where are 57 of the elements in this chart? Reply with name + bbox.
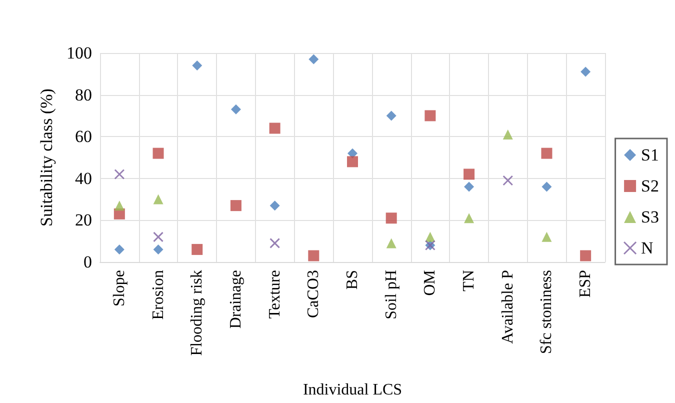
point (542, 232, 552, 242)
legend-label: S3 (641, 208, 660, 226)
y-tick-label: 60 (75, 127, 92, 146)
point (114, 168, 125, 180)
point (424, 110, 436, 122)
legend-label: S2 (641, 176, 660, 196)
point (270, 200, 280, 211)
point (230, 104, 241, 114)
y-tick-label: 100 (66, 44, 92, 62)
point (502, 130, 513, 140)
x-tick-label: Drainage (227, 270, 244, 329)
point (464, 168, 475, 180)
point (425, 232, 436, 242)
point (502, 175, 514, 186)
point (230, 200, 242, 212)
x-tick-label: TN (460, 270, 478, 292)
point (542, 182, 552, 192)
x-tick-label: Flooding risk (188, 270, 206, 356)
x-tick-label: Texture (266, 270, 284, 319)
x-tick-label: Soil pH (382, 270, 400, 320)
point (386, 110, 396, 121)
y-tick-label: 0 (84, 252, 92, 272)
y-tick-label: 80 (75, 85, 92, 104)
point (347, 156, 358, 168)
point (464, 182, 474, 192)
point (153, 244, 164, 254)
x-tick-label: Sfc stoniness (538, 270, 556, 354)
point (192, 60, 202, 71)
x-tick-label: ESP (577, 270, 594, 298)
point (153, 232, 164, 242)
point (386, 238, 396, 248)
point (541, 148, 552, 159)
x-tick-label: OM (422, 270, 439, 296)
legend-label: S1 (641, 146, 660, 164)
y-axis-title: Suitability class (%) (37, 88, 56, 226)
x-axis-title: Individual LCS (302, 382, 402, 398)
x-tick-label: BS (344, 270, 361, 290)
y-tick-label: 40 (75, 168, 92, 188)
point (308, 250, 320, 262)
point (580, 66, 591, 77)
x-tick-label: CaCO3 (305, 270, 322, 318)
point (153, 194, 164, 204)
point (269, 122, 280, 134)
point (114, 200, 124, 211)
x-tick-label: Slope (110, 270, 128, 306)
point (152, 148, 164, 159)
legend-label: N (641, 238, 654, 258)
point (270, 238, 280, 248)
point (386, 212, 397, 224)
x-tick-label: Available P (499, 270, 516, 344)
point (464, 213, 474, 224)
point (114, 244, 124, 254)
point (308, 54, 319, 64)
y-tick-label: 20 (75, 210, 92, 230)
x-tick-label: Erosion (150, 270, 167, 320)
point (580, 250, 592, 262)
point (192, 244, 203, 255)
